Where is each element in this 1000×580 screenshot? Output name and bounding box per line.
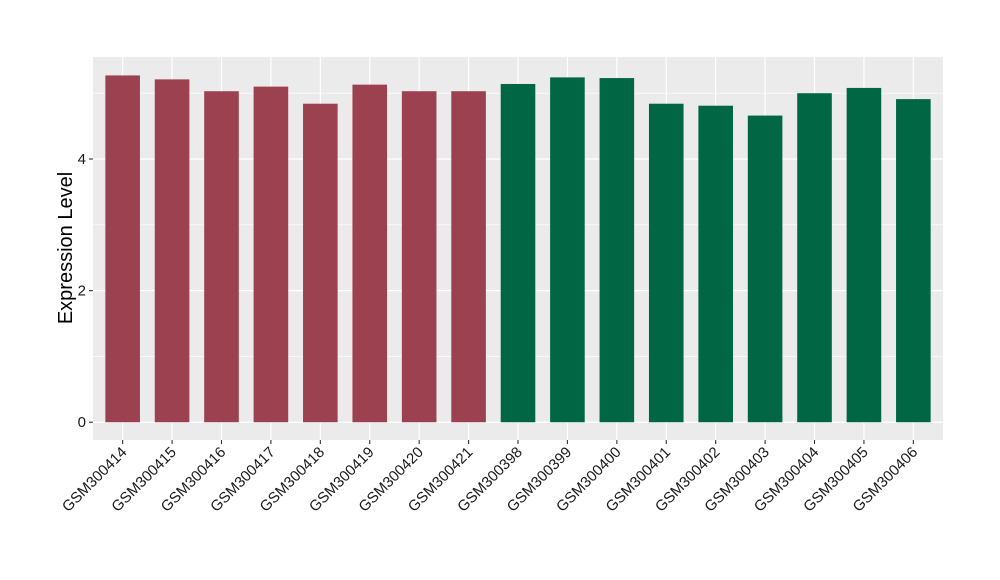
bars <box>105 75 931 423</box>
bar-GSM300416 <box>204 91 239 423</box>
bar-GSM300419 <box>352 84 388 423</box>
bar-GSM300403 <box>747 115 783 423</box>
bar-GSM300400 <box>599 78 635 423</box>
bar-GSM300406 <box>896 99 931 423</box>
y-tick-label: 2 <box>78 283 86 300</box>
bar-GSM300415 <box>154 79 190 423</box>
y-axis-title: Expression Level <box>55 172 77 324</box>
bar-GSM300398 <box>500 83 536 423</box>
bar-GSM300401 <box>648 103 684 423</box>
bar-GSM300405 <box>846 87 882 423</box>
bar-GSM300414 <box>105 75 140 423</box>
bar-GSM300420 <box>401 91 437 423</box>
y-axis: 0 2 4 <box>78 151 93 431</box>
x-axis: GSM300414GSM300415GSM300416GSM300417GSM3… <box>59 440 921 515</box>
bar-GSM300404 <box>797 93 832 423</box>
bar-GSM300399 <box>550 77 585 423</box>
bar-GSM300421 <box>451 91 486 423</box>
bar-GSM300418 <box>303 103 338 423</box>
y-tick-label: 4 <box>78 151 86 168</box>
bar-GSM300417 <box>253 86 289 423</box>
y-tick-label: 0 <box>78 414 86 431</box>
bar-GSM300402 <box>698 105 733 423</box>
